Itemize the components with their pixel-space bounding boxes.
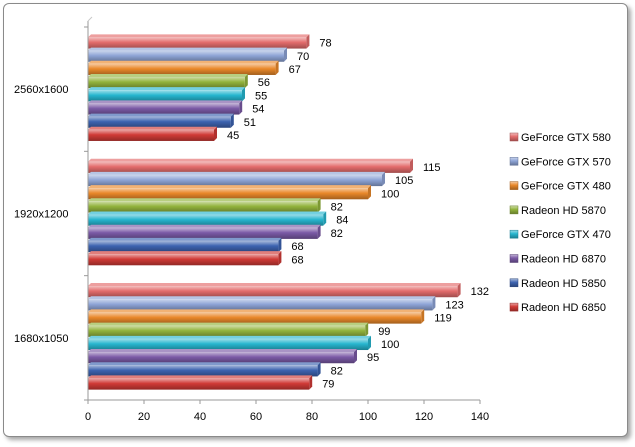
x-tick-label: 20: [138, 411, 150, 423]
data-label: 123: [445, 299, 463, 311]
bar-geforce-gtx-580-1680x1050: [88, 283, 461, 298]
legend-swatch: [509, 157, 519, 166]
bar-radeon-hd-5870-1680x1050: [88, 322, 369, 337]
bar-radeon-hd-6870-2560x1600: [88, 100, 243, 115]
legend-swatch: [509, 302, 519, 312]
bar-geforce-gtx-480-2560x1600: [88, 60, 279, 75]
data-label: 51: [244, 117, 256, 129]
legend-item-radeon-hd-6850: Radeon HD 6850: [509, 302, 606, 314]
data-label: 105: [395, 175, 413, 187]
data-label: 82: [331, 365, 343, 377]
legend-item-geforce-gtx-580: GeForce GTX 580: [509, 132, 611, 144]
axes-layer: 0 20 40 60 80 100 120 140 2560x1600 1920x1200 1680…: [14, 16, 489, 423]
legend-item-geforce-gtx-470: GeForce GTX 470: [509, 229, 611, 241]
data-label: 67: [289, 64, 301, 76]
bar-geforce-gtx-570-1920x1200: [88, 171, 385, 187]
data-label: 82: [331, 202, 343, 214]
data-label: 68: [291, 254, 303, 266]
bar-radeon-hd-6870-1920x1200: [88, 224, 321, 239]
legend-label: GeForce GTX 580: [521, 132, 611, 144]
data-label: 100: [381, 339, 399, 351]
x-tick-label: 120: [415, 411, 433, 423]
bar-radeon-hd-6850-1920x1200: [88, 251, 282, 266]
bar-geforce-gtx-480-1920x1200: [88, 185, 371, 200]
data-label: 84: [336, 215, 348, 227]
bar-geforce-gtx-570-1680x1050: [88, 296, 436, 311]
bar-geforce-gtx-580-2560x1600: [88, 34, 310, 49]
bar-geforce-gtx-580-1920x1200: [88, 158, 413, 173]
data-label: 95: [367, 352, 379, 364]
x-tick-label: 0: [85, 411, 91, 423]
legend-label: Radeon HD 5850: [521, 278, 606, 290]
data-label: 79: [322, 379, 334, 391]
legend-label: Radeon HD 6850: [521, 302, 606, 314]
legend-item-radeon-hd-6870: Radeon HD 6870: [509, 254, 606, 266]
legend-label: Radeon HD 6870: [521, 254, 606, 266]
legend-swatch: [509, 278, 519, 288]
data-label: 45: [227, 130, 239, 142]
legend-swatch: [509, 254, 519, 263]
data-label: 82: [331, 228, 343, 240]
data-label: 99: [378, 326, 390, 338]
legend: GeForce GTX 580 GeForce GTX 570 GeForce GT…: [509, 132, 611, 314]
legend-label: GeForce GTX 470: [521, 229, 611, 241]
bar-radeon-hd-6850-1680x1050: [88, 375, 313, 390]
data-label: 78: [319, 38, 331, 50]
bar-geforce-gtx-470-1680x1050: [88, 335, 371, 351]
legend-label: Radeon HD 5870: [521, 205, 606, 217]
x-tick-label: 140: [471, 411, 489, 423]
legend-item-geforce-gtx-480: GeForce GTX 480: [509, 181, 611, 193]
data-label: 70: [297, 51, 309, 63]
bar-geforce-gtx-470-2560x1600: [88, 87, 245, 102]
category-label-1680x1050: 1680x1050: [14, 333, 68, 345]
bar-radeon-hd-5850-2560x1600: [88, 113, 234, 128]
data-label: 100: [381, 188, 399, 200]
legend-swatch: [509, 205, 519, 215]
bar-radeon-hd-6850-2560x1600: [88, 126, 217, 141]
legend-item-radeon-hd-5850: Radeon HD 5850: [509, 278, 606, 290]
legend-swatch: [509, 229, 519, 239]
bar-geforce-gtx-470-1920x1200: [88, 211, 327, 226]
data-label: 115: [423, 162, 441, 174]
x-tick-label: 100: [359, 411, 377, 423]
category-label-1920x1200: 1920x1200: [14, 209, 68, 221]
bars-layer: [88, 34, 461, 390]
data-labels-layer: 7870675655545145115105100828482686813212…: [227, 38, 489, 391]
category-label-2560x1600: 2560x1600: [14, 84, 68, 96]
legend-item-geforce-gtx-570: GeForce GTX 570: [509, 156, 611, 168]
bar-radeon-hd-5850-1920x1200: [88, 237, 282, 253]
bar-radeon-hd-6870-1680x1050: [88, 349, 357, 364]
bar-radeon-hd-5870-1920x1200: [88, 198, 321, 213]
legend-swatch: [509, 132, 519, 142]
bar-geforce-gtx-570-2560x1600: [88, 47, 287, 62]
bar-geforce-gtx-480-1680x1050: [88, 309, 425, 324]
data-label: 68: [291, 241, 303, 253]
bar-radeon-hd-5850-1680x1050: [88, 362, 321, 377]
x-tick-label: 40: [194, 411, 206, 423]
legend-item-radeon-hd-5870: Radeon HD 5870: [509, 205, 606, 217]
x-tick-label: 80: [306, 411, 318, 423]
bar-radeon-hd-5870-2560x1600: [88, 73, 248, 89]
data-label: 54: [252, 104, 264, 116]
data-label: 119: [434, 313, 452, 325]
legend-swatch: [509, 181, 519, 190]
legend-label: GeForce GTX 480: [521, 181, 611, 193]
data-label: 132: [471, 286, 489, 298]
x-tick-label: 60: [250, 411, 262, 423]
legend-label: GeForce GTX 570: [521, 156, 611, 168]
data-label: 55: [255, 90, 267, 102]
data-label: 56: [258, 77, 270, 89]
